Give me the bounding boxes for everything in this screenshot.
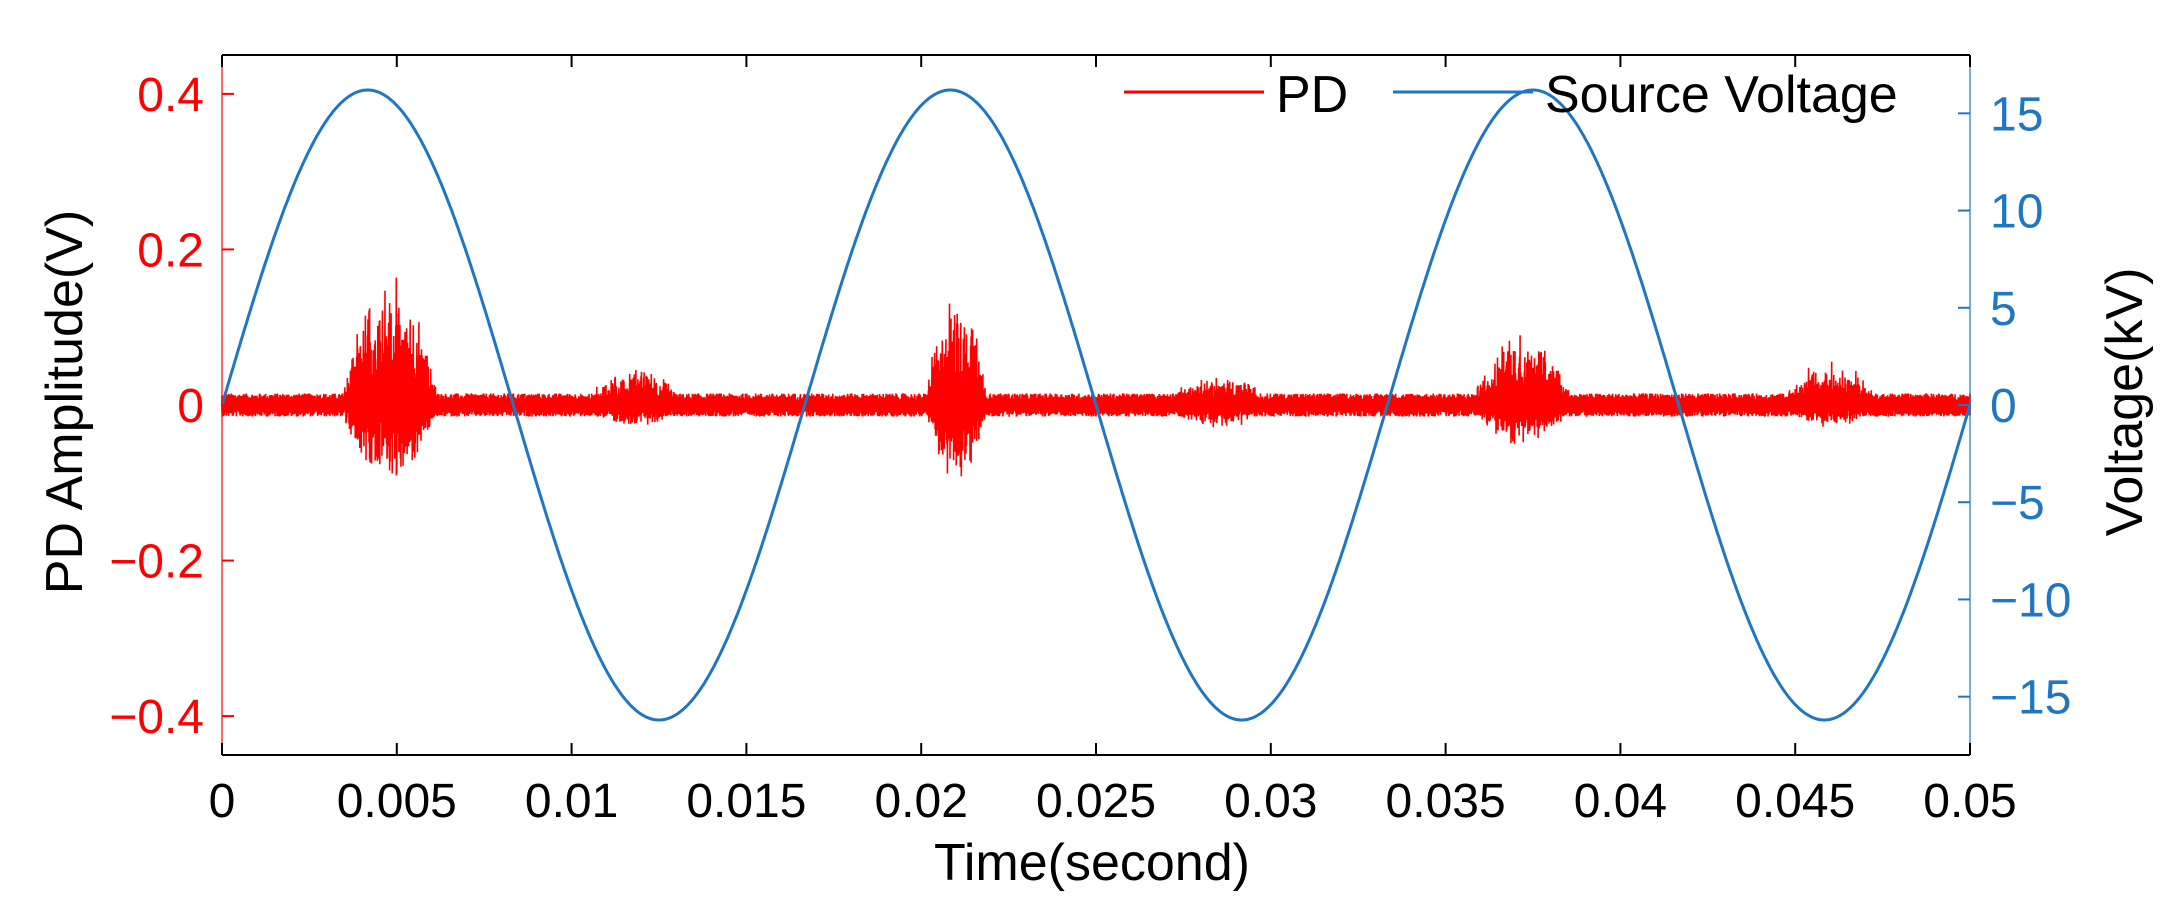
y-left-tick-label: −0.4 xyxy=(109,691,204,744)
y-right-tick-label: 10 xyxy=(1990,186,2043,239)
x-tick-label: 0.015 xyxy=(686,775,806,828)
x-tick-label: 0.035 xyxy=(1386,775,1506,828)
x-tick-label: 0 xyxy=(209,775,236,828)
legend-voltage-label: Source Voltage xyxy=(1545,66,1898,124)
x-tick-label: 0.025 xyxy=(1036,775,1156,828)
y-right-tick-label: 15 xyxy=(1990,88,2043,141)
x-tick-label: 0.03 xyxy=(1224,775,1317,828)
y-right-tick-label: 5 xyxy=(1990,283,2017,336)
plot-layer xyxy=(220,88,1972,722)
x-tick-label: 0.05 xyxy=(1923,775,2016,828)
x-axis-label: Time(second) xyxy=(934,834,1250,892)
y-right-tick-label: −5 xyxy=(1990,477,2045,530)
legend: PD Source Voltage xyxy=(1124,66,1898,124)
axes-layer: 0 0.005 0.01 0.015 0.02 0.025 0.03 0.035 0.04 0.0… xyxy=(109,54,2071,828)
y-left-tick-label: 0.2 xyxy=(137,224,204,277)
x-tick-label: 0.045 xyxy=(1735,775,1855,828)
y-right-tick-label: 0 xyxy=(1990,380,2017,433)
y-axis-left-label: PD Amplitude(V) xyxy=(36,210,94,594)
y-axis-right-label: Voltage(kV) xyxy=(2096,268,2154,537)
x-tick-label: 0.005 xyxy=(337,775,457,828)
legend-pd-label: PD xyxy=(1276,66,1348,124)
y-right-tick-label: −10 xyxy=(1990,574,2071,627)
y-left-tick-label: 0.4 xyxy=(137,69,204,122)
y-right-tick-label: −15 xyxy=(1990,672,2071,725)
y-left-tick-label: 0 xyxy=(177,380,204,433)
voltage-series-line xyxy=(220,88,1972,722)
x-tick-label: 0.02 xyxy=(874,775,967,828)
x-tick-label: 0.04 xyxy=(1574,775,1667,828)
y-left-tick-label: −0.2 xyxy=(109,536,204,589)
x-tick-label: 0.01 xyxy=(525,775,618,828)
